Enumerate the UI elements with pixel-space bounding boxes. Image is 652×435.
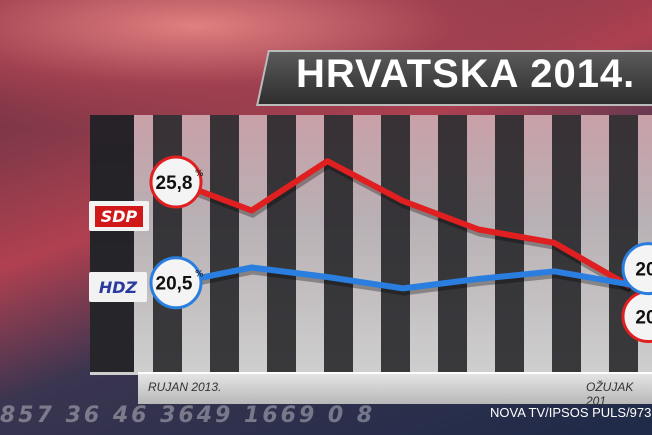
background-stripe	[381, 115, 410, 372]
unit-label: %	[195, 169, 204, 179]
x-label-start: RUJAN 2013.	[148, 380, 222, 394]
value-label: 25,8	[156, 173, 193, 194]
x-label-end: OŽUJAK 201	[586, 380, 634, 408]
background-stripe	[438, 115, 467, 372]
value-label: 20,5	[156, 274, 193, 295]
value-label: 20	[635, 308, 652, 329]
page-title: HRVATSKA 2014.	[296, 52, 636, 96]
background-stripe	[324, 115, 353, 372]
hdz-logo: HDZ	[89, 272, 147, 302]
background-numbers: 857 36 46 3649 1669 0 8	[0, 403, 376, 428]
background-stripe	[90, 115, 134, 372]
unit-label: %	[195, 270, 204, 280]
background-stripe	[267, 115, 296, 372]
background-stripe	[153, 115, 182, 372]
value-badge	[621, 242, 652, 296]
value-badge	[149, 155, 203, 209]
value-label: 20	[635, 260, 652, 281]
value-badge	[149, 256, 203, 310]
sdp-logo: SDP	[89, 201, 149, 231]
source-credit: NOVA TV/IPSOS PULS/973	[490, 405, 652, 420]
background-stripe	[495, 115, 524, 372]
x-axis-bar	[138, 372, 652, 404]
background-stripe	[210, 115, 239, 372]
